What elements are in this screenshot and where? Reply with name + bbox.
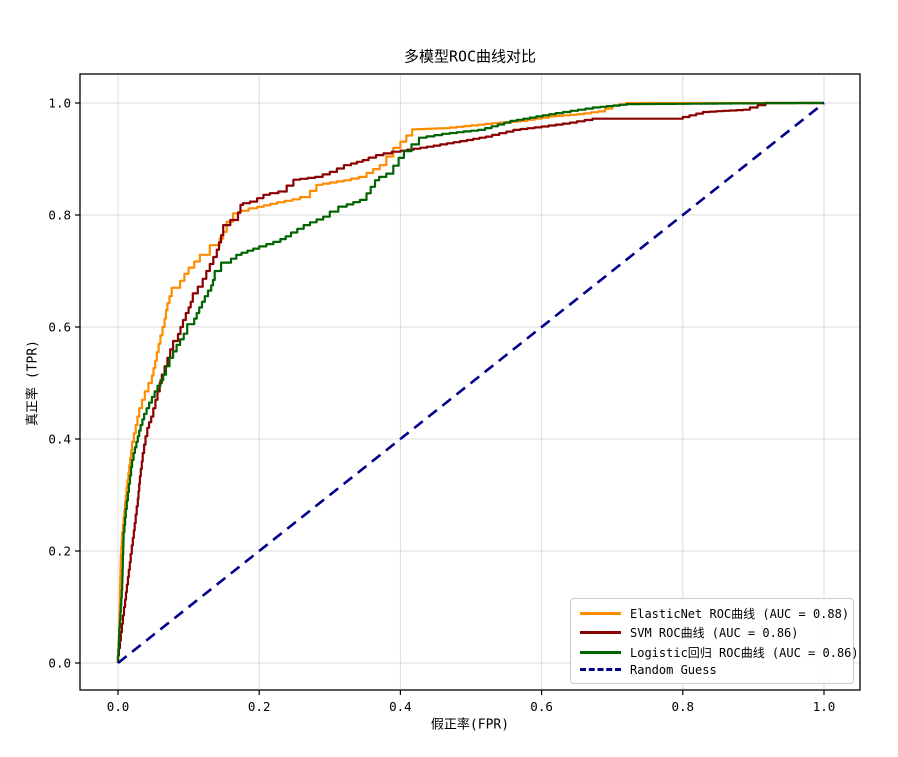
logistic-line-swatch — [580, 650, 621, 654]
roc-curve-elasticnet — [116, 101, 824, 663]
x-tick-label: 0.8 — [672, 699, 695, 714]
legend-item-svm: SVM ROC曲线 (AUC = 0.86) — [580, 624, 844, 641]
random-guess-line-swatch — [580, 668, 621, 672]
legend-item-elasticnet: ElasticNet ROC曲线 (AUC = 0.88) — [580, 605, 849, 622]
legend-label-logistic: Logistic回归 ROC曲线 (AUC = 0.86) — [630, 645, 859, 660]
y-tick-label: 1.0 — [48, 96, 71, 111]
roc-curve-logistic — [116, 101, 824, 663]
x-tick-label: 0.4 — [389, 699, 412, 714]
legend-item-random-guess: Random Guess — [580, 663, 844, 677]
x-tick-label: 0.0 — [107, 699, 130, 714]
legend-label-elasticnet: ElasticNet ROC曲线 (AUC = 0.88) — [630, 607, 850, 622]
plot-border — [79, 73, 861, 691]
x-tick-label: 0.2 — [248, 699, 271, 714]
y-tick-label: 0.4 — [48, 432, 71, 447]
y-axis-label: 真正率 (TPR) — [25, 340, 41, 426]
legend: ElasticNet ROC曲线 (AUC = 0.88) SVM ROC曲线 … — [570, 598, 859, 684]
x-axis-label: 假正率(FPR) — [430, 717, 510, 733]
y-tick-label: 0.8 — [48, 208, 71, 223]
chart-title: 多模型ROC曲线对比 — [403, 47, 537, 66]
elasticnet-line-swatch — [580, 612, 621, 616]
legend-item-logistic: Logistic回归 ROC曲线 (AUC = 0.86) — [580, 644, 859, 661]
y-tick-label: 0.6 — [48, 320, 71, 335]
y-tick-label: 0.2 — [48, 544, 71, 559]
x-tick-label: 0.6 — [530, 699, 553, 714]
x-tick-label: 1.0 — [813, 699, 836, 714]
svm-line-swatch — [580, 631, 621, 635]
roc-curve-svm — [116, 101, 824, 663]
y-tick-label: 0.0 — [48, 656, 71, 671]
roc-curve-random-guess — [117, 101, 825, 665]
legend-label-random-guess: Random Guess — [630, 662, 717, 677]
legend-label-svm: SVM ROC曲线 (AUC = 0.86) — [630, 626, 799, 641]
